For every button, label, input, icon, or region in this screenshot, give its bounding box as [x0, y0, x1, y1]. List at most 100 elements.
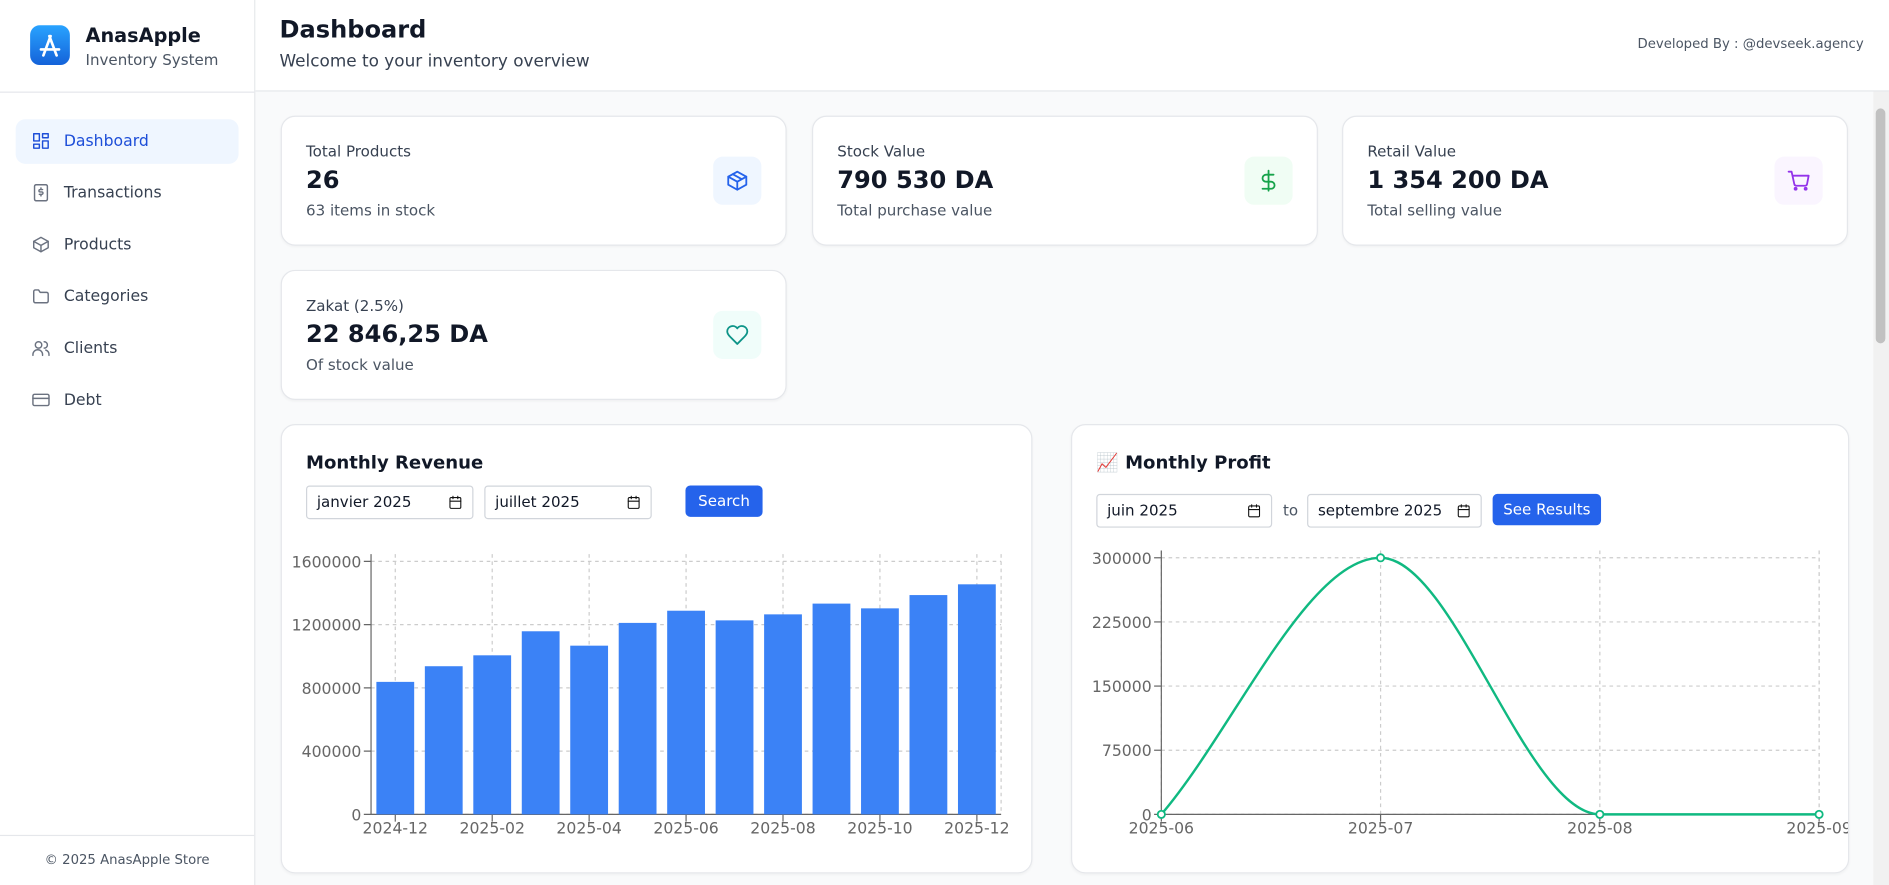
nav-item[interactable]: Debt: [16, 378, 239, 423]
stat-label: Stock Value: [837, 142, 926, 161]
credit: Developed By : @devseek.agency: [1637, 36, 1864, 52]
x-tick-label: 2025-07: [1348, 819, 1413, 838]
stat-icon: [713, 156, 762, 205]
y-tick-label: 1600000: [292, 552, 362, 571]
bar: [812, 603, 851, 815]
stat-label: Total Products: [305, 142, 411, 161]
bar: [570, 645, 609, 815]
separator: to: [1283, 501, 1299, 520]
sidebar: AnasApple Inventory System Dashboard Tran…: [0, 0, 256, 885]
brand-subtitle: Inventory System: [85, 50, 219, 69]
stat-label: Zakat (2.5%): [305, 296, 404, 315]
y-tick-label: 0: [351, 805, 361, 824]
nav-label: Debt: [63, 391, 102, 410]
x-tick-label: 2025-06: [653, 819, 718, 838]
line: [1160, 556, 1820, 816]
date-input[interactable]: juillet 2025: [484, 485, 652, 520]
nav-item[interactable]: Transactions: [16, 171, 239, 216]
x-tick-label: 2025-08: [750, 819, 815, 838]
point: [1156, 809, 1166, 819]
stat-card: Total Products 26 63 items in stock: [280, 115, 787, 246]
y-tick-label: 300000: [1092, 549, 1152, 568]
stat-icon: [1244, 156, 1293, 205]
search-button[interactable]: See Results: [1492, 493, 1602, 526]
date-input[interactable]: septembre 2025: [1307, 493, 1482, 528]
date-value: janvier 2025: [316, 492, 412, 511]
logo: [30, 25, 70, 66]
nav-label: Products: [63, 236, 132, 255]
bar: [667, 610, 705, 815]
x-tick-label: 2025-09: [1786, 819, 1848, 838]
chart-card: 📈 Monthly Profit juin 2025 to septembre 202…: [1070, 424, 1850, 874]
point: [1814, 809, 1824, 819]
stat-value: 22 846,25 DA: [305, 319, 488, 349]
bar: [715, 620, 754, 815]
footer: © 2025 AnasApple Store: [44, 851, 210, 868]
stat-icon: [713, 310, 762, 360]
stat-note: Total selling value: [1367, 201, 1502, 220]
page-subtitle: Welcome to your inventory overview: [279, 51, 590, 72]
date-value: juin 2025: [1107, 501, 1178, 520]
stat-card: Retail Value 1 354 200 DA Total selling va…: [1342, 115, 1849, 246]
scroll-thumb[interactable]: [1875, 108, 1886, 344]
stat-value: 26: [305, 165, 340, 194]
nav-label: Categories: [63, 287, 149, 306]
bar: [424, 666, 463, 815]
stat-value: 1 354 200 DA: [1367, 165, 1549, 194]
divider: [0, 834, 255, 837]
topbar: Dashboard Welcome to your inventory over…: [255, 0, 1889, 92]
x-tick-label: 2024-12: [363, 819, 428, 838]
bar: [618, 622, 657, 815]
search-button[interactable]: Search: [685, 485, 763, 517]
x-tick-label: 2025-02: [460, 819, 525, 838]
nav-item[interactable]: Clients: [16, 326, 239, 371]
x-tick-label: 2025-04: [556, 819, 621, 838]
bar: [764, 614, 802, 815]
stat-card: Zakat (2.5%) 22 846,25 DA Of stock value: [280, 269, 787, 400]
y-tick-label: 75000: [1102, 741, 1152, 760]
stat-card: Stock Value 790 530 DA Total purchase valu…: [811, 115, 1318, 246]
stat-note: Of stock value: [305, 355, 414, 374]
y-tick-label: 800000: [302, 679, 362, 698]
chart: 0 400000 800000 1200000 1600000 2024-12 2025-0…: [292, 552, 1010, 838]
nav-item[interactable]: Categories: [16, 275, 239, 320]
x-tick-label: 2025-06: [1129, 819, 1194, 838]
stat-note: Total purchase value: [837, 201, 993, 220]
y-tick-label: 0: [1142, 805, 1152, 824]
stat-note: 63 items in stock: [305, 201, 436, 220]
stat-icon: [1774, 156, 1823, 205]
bar: [521, 631, 560, 815]
bar: [861, 608, 899, 815]
divider: [0, 91, 255, 93]
y-tick-label: 225000: [1092, 613, 1152, 632]
page-title: Dashboard: [279, 14, 427, 44]
point: [1376, 553, 1386, 563]
y-tick-label: 150000: [1092, 677, 1152, 696]
y-tick-label: 400000: [302, 742, 362, 761]
y-tick-label: 1200000: [292, 616, 362, 635]
chart-title: 📈 Monthly Profit: [1096, 451, 1271, 474]
nav-item[interactable]: Dashboard: [15, 119, 239, 164]
date-value: septembre 2025: [1317, 501, 1443, 520]
date-input[interactable]: juin 2025: [1096, 493, 1273, 528]
point: [1595, 809, 1605, 819]
nav-item[interactable]: Products: [16, 223, 239, 268]
stat-value: 790 530 DA: [837, 165, 994, 194]
bar: [473, 655, 512, 815]
stat-label: Retail Value: [1367, 142, 1457, 161]
nav-label: Transactions: [63, 184, 162, 203]
nav-label: Clients: [63, 339, 118, 358]
date-value: juillet 2025: [495, 492, 580, 511]
bar: [909, 595, 948, 815]
chart-title: Monthly Revenue: [305, 451, 484, 474]
bar: [376, 681, 415, 815]
x-tick-label: 2025-10: [847, 819, 912, 838]
x-tick-label: 2025-12: [944, 819, 1009, 838]
date-input[interactable]: janvier 2025: [305, 485, 474, 520]
chart: 0 75000 150000 225000 300000 2025-06 2025-07 20…: [1092, 549, 1848, 838]
bar: [957, 584, 996, 815]
x-tick-label: 2025-08: [1567, 819, 1632, 838]
